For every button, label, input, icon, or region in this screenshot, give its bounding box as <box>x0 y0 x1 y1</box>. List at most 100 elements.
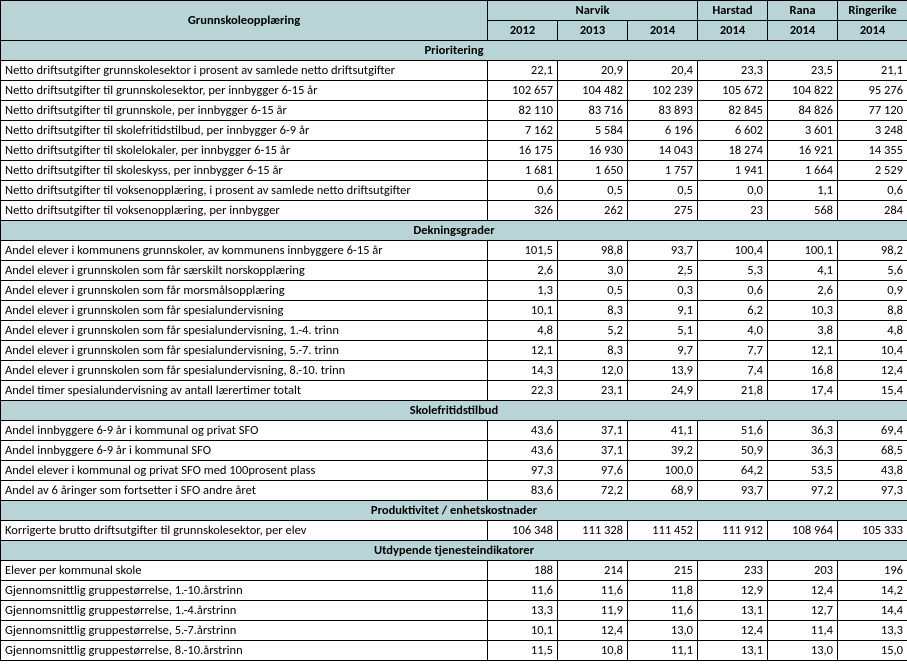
data-cell: 4,1 <box>768 261 838 281</box>
data-cell: 6 602 <box>698 121 768 141</box>
data-cell: 0,3 <box>628 281 698 301</box>
table-row: Andel elever i grunnskolen som får spesi… <box>1 341 907 361</box>
table-row: Andel elever i grunnskolen som får spesi… <box>1 321 907 341</box>
data-cell: 13,0 <box>768 641 838 661</box>
table-row: Andel elever i grunnskolen som får spesi… <box>1 301 907 321</box>
section-header: Skolefritidstilbud <box>1 401 907 421</box>
section-header: Produktivitet / enhetskostnader <box>1 501 907 521</box>
row-label: Andel innbyggere 6-9 år i kommunal og pr… <box>1 421 488 441</box>
data-cell: 3,8 <box>768 321 838 341</box>
data-cell: 43,8 <box>838 461 907 481</box>
data-cell: 104 482 <box>558 81 628 101</box>
group-ringerike: Ringerike <box>838 1 907 21</box>
table-row: Gjennomsnittlig gruppestørrelse, 8.-10.å… <box>1 641 907 661</box>
data-cell: 11,6 <box>488 581 558 601</box>
data-cell: 18 274 <box>698 141 768 161</box>
data-cell: 14 043 <box>628 141 698 161</box>
data-cell: 0,0 <box>698 181 768 201</box>
data-cell: 13,1 <box>698 641 768 661</box>
table-row: Andel elever i kommunal og privat SFO me… <box>1 461 907 481</box>
data-cell: 43,6 <box>488 421 558 441</box>
table-title: Grunnskoleopplæring <box>1 1 488 41</box>
data-cell: 275 <box>628 201 698 221</box>
data-cell: 68,5 <box>838 441 907 461</box>
data-cell: 51,6 <box>698 421 768 441</box>
data-cell: 7,7 <box>698 341 768 361</box>
table-row: Netto driftsutgifter grunnskolesektor i … <box>1 61 907 81</box>
data-cell: 1 681 <box>488 161 558 181</box>
data-cell: 72,2 <box>558 481 628 501</box>
data-cell: 50,9 <box>698 441 768 461</box>
year-col: 2012 <box>488 21 558 41</box>
data-cell: 21,1 <box>838 61 907 81</box>
data-cell: 101,5 <box>488 241 558 261</box>
data-cell: 106 348 <box>488 521 558 541</box>
data-cell: 5,2 <box>558 321 628 341</box>
row-label: Netto driftsutgifter til grunnskole, per… <box>1 101 488 121</box>
data-cell: 83,6 <box>488 481 558 501</box>
data-cell: 8,3 <box>558 301 628 321</box>
data-cell: 12,1 <box>488 341 558 361</box>
data-cell: 1,1 <box>768 181 838 201</box>
group-harstad: Harstad <box>698 1 768 21</box>
table-row: Gjennomsnittlig gruppestørrelse, 1.-4.år… <box>1 601 907 621</box>
data-cell: 12,4 <box>558 621 628 641</box>
data-cell: 16 921 <box>768 141 838 161</box>
table-row: Elever per kommunal skole188214215233203… <box>1 561 907 581</box>
data-cell: 1 757 <box>628 161 698 181</box>
data-cell: 2,6 <box>488 261 558 281</box>
data-cell: 4,8 <box>838 321 907 341</box>
table-row: Netto driftsutgifter til voksenopplæring… <box>1 181 907 201</box>
data-cell: 2,5 <box>628 261 698 281</box>
data-table: Grunnskoleopplæring Narvik Harstad Rana … <box>0 0 907 661</box>
table-row: Andel innbyggere 6-9 år i kommunal og pr… <box>1 421 907 441</box>
row-label: Andel elever i kommunal og privat SFO me… <box>1 461 488 481</box>
row-label: Gjennomsnittlig gruppestørrelse, 1.-4.år… <box>1 601 488 621</box>
data-cell: 4,8 <box>488 321 558 341</box>
data-cell: 12,0 <box>558 361 628 381</box>
data-cell: 36,3 <box>768 441 838 461</box>
data-cell: 13,3 <box>838 621 907 641</box>
data-cell: 13,0 <box>628 621 698 641</box>
data-cell: 3 248 <box>838 121 907 141</box>
table-row: Netto driftsutgifter til skolefritidstil… <box>1 121 907 141</box>
data-cell: 20,9 <box>558 61 628 81</box>
data-cell: 100,1 <box>768 241 838 261</box>
row-label: Andel innbyggere 6-9 år i kommunal SFO <box>1 441 488 461</box>
data-cell: 83 716 <box>558 101 628 121</box>
data-cell: 7,4 <box>698 361 768 381</box>
year-col: 2014 <box>698 21 768 41</box>
data-cell: 68,9 <box>628 481 698 501</box>
data-cell: 326 <box>488 201 558 221</box>
data-cell: 111 328 <box>558 521 628 541</box>
data-cell: 98,8 <box>558 241 628 261</box>
data-cell: 0,5 <box>558 281 628 301</box>
data-cell: 105 333 <box>838 521 907 541</box>
data-cell: 233 <box>698 561 768 581</box>
row-label: Andel av 6 åringer som fortsetter i SFO … <box>1 481 488 501</box>
data-cell: 41,1 <box>628 421 698 441</box>
data-cell: 11,1 <box>628 641 698 661</box>
data-cell: 0,6 <box>698 281 768 301</box>
data-cell: 196 <box>838 561 907 581</box>
data-cell: 3,0 <box>558 261 628 281</box>
table-row: Andel innbyggere 6-9 år i kommunal SFO43… <box>1 441 907 461</box>
table-row: Andel timer spesialundervisning av antal… <box>1 381 907 401</box>
data-cell: 1 941 <box>698 161 768 181</box>
row-label: Gjennomsnittlig gruppestørrelse, 8.-10.å… <box>1 641 488 661</box>
data-cell: 188 <box>488 561 558 581</box>
data-cell: 0,5 <box>628 181 698 201</box>
data-cell: 102 657 <box>488 81 558 101</box>
data-cell: 1 664 <box>768 161 838 181</box>
data-cell: 98,2 <box>838 241 907 261</box>
group-narvik: Narvik <box>488 1 698 21</box>
data-cell: 14,4 <box>838 601 907 621</box>
row-label: Netto driftsutgifter til skolelokaler, p… <box>1 141 488 161</box>
row-label: Gjennomsnittlig gruppestørrelse, 5.-7.år… <box>1 621 488 641</box>
data-cell: 6 196 <box>628 121 698 141</box>
section-title: Prioritering <box>1 41 907 61</box>
table-row: Netto driftsutgifter til skoleskyss, per… <box>1 161 907 181</box>
year-col: 2014 <box>628 21 698 41</box>
table-row: Andel elever i kommunens grunnskoler, av… <box>1 241 907 261</box>
group-rana: Rana <box>768 1 838 21</box>
